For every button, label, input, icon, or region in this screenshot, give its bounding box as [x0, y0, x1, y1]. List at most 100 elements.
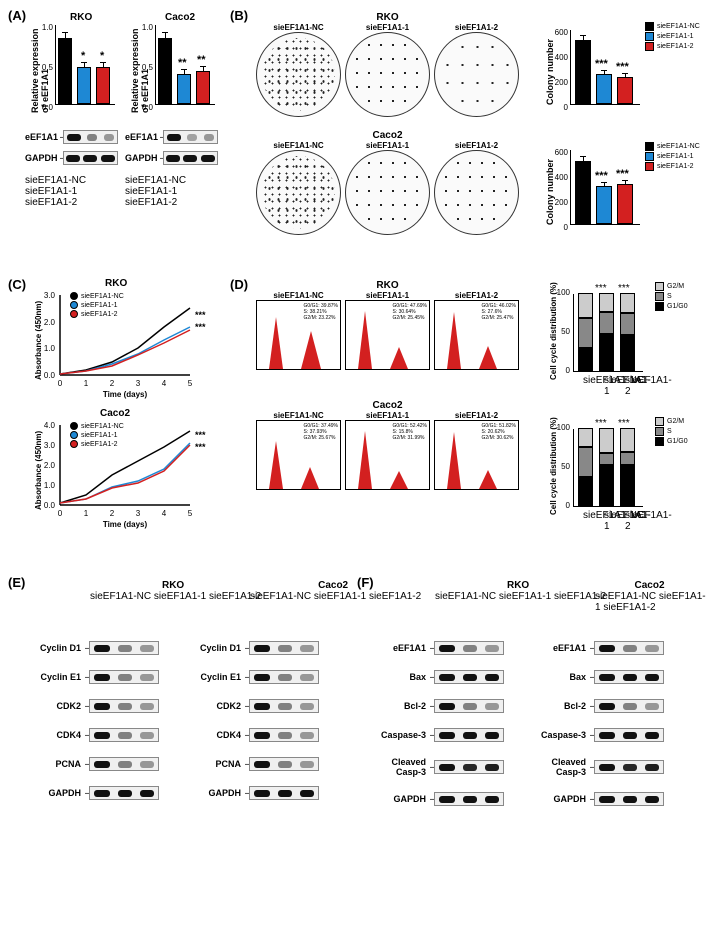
blot-band: [249, 757, 319, 771]
bar-si1: [596, 74, 612, 104]
blot-band: [89, 757, 159, 771]
legend-label: sieEF1A1-1: [81, 302, 118, 309]
ytick: 0.0: [28, 103, 53, 112]
title: Caco2: [255, 400, 520, 411]
bar-nc: [575, 161, 591, 224]
blot-band: [434, 728, 504, 742]
blot-band: [89, 699, 159, 713]
plate-label: sieEF1A1-NC: [255, 23, 342, 32]
blot-band: [249, 728, 319, 742]
xlab: sieEF1A1-NC: [90, 591, 151, 602]
blot-band: [434, 699, 504, 713]
xlab: sieEF1A1-1: [314, 591, 366, 602]
blot-label: eEF1A1: [125, 132, 160, 142]
blot-label: Cyclin D1: [195, 643, 245, 653]
bar-si1: [177, 74, 191, 104]
blot-band: [249, 786, 319, 800]
blot-band: [89, 728, 159, 742]
blot-row: Cleaved Casp-3–: [540, 757, 709, 777]
panelA-caco2-blot: eEF1A1– GAPDH– sieEF1A1-NC sieEF1A1-1 si…: [125, 130, 220, 220]
blot-band: [594, 641, 664, 655]
blot-band: [434, 641, 504, 655]
flow-histogram: G0/G1: 37.49%S: 37.93%G2/M: 25.67%: [256, 420, 341, 490]
flow-label: sieEF1A1-NC: [255, 291, 342, 300]
blot-label: GAPDH: [35, 788, 85, 798]
flow-histogram: G0/G1: 39.87%S: 38.21%G2/M: 23.22%: [256, 300, 341, 370]
blot-band: [249, 699, 319, 713]
title: Caco2: [255, 130, 520, 141]
blot-band: [434, 760, 504, 774]
title: Caco2: [590, 580, 709, 591]
panelB-caco2-bar: Colony number 0 200 400 600 *** ***: [540, 140, 650, 240]
blot-label: GAPDH: [380, 794, 430, 804]
flow-histogram: G0/G1: 46.02%S: 27.6%G2/M: 25.47%: [434, 300, 519, 370]
svg-text:3.0: 3.0: [44, 441, 56, 450]
title: RKO: [255, 280, 520, 291]
blot-label: GAPDH: [25, 153, 60, 163]
svg-text:1.0: 1.0: [44, 344, 56, 353]
ytick: 0.0: [128, 103, 153, 112]
val: 37.49: [321, 423, 334, 429]
legend-label: G2/M: [667, 283, 684, 290]
val: 25.47: [497, 315, 510, 321]
panelD-caco2-stack: Cell cycle distribution (%) 0 50 100 ***…: [545, 415, 655, 530]
legend-label: sieEF1A1-NC: [81, 423, 124, 430]
ytick: 200: [543, 78, 568, 87]
svg-text:0: 0: [58, 379, 63, 388]
ytick: 600: [543, 148, 568, 157]
legend-b-rko: sieEF1A1-NC sieEF1A1-1 sieEF1A1-2: [645, 22, 700, 52]
panel-label-f: (F): [357, 575, 374, 590]
xlab: sieEF1A1-2: [125, 197, 177, 208]
flow-histogram: G0/G1: 47.69%S: 30.64%G2/M: 25.45%: [345, 300, 430, 370]
star: *: [100, 50, 104, 62]
xlab: sieEF1A1-NC: [435, 591, 496, 602]
svg-text:Time (days): Time (days): [103, 520, 148, 529]
panel-label-e: (E): [8, 575, 25, 590]
ytick: 1.0: [128, 23, 153, 32]
ytick: 400: [543, 173, 568, 182]
legend-label: sieEF1A1-2: [81, 311, 118, 318]
bar-nc: [158, 38, 172, 104]
star: ***: [595, 283, 607, 294]
plate-label: sieEF1A1-2: [433, 141, 520, 150]
colony-plate: [256, 32, 341, 117]
val: 25.45: [408, 315, 421, 321]
ytick: 600: [543, 28, 568, 37]
panelD-rko-stack: Cell cycle distribution (%) 0 50 100 ***…: [545, 280, 655, 395]
blot-label: CDK2: [195, 701, 245, 711]
xlab: sieEF1A1-2: [625, 375, 672, 397]
legend-label: G2/M: [667, 418, 684, 425]
colony-plate: [345, 32, 430, 117]
panel-label-d: (D): [230, 277, 248, 292]
title: RKO: [255, 12, 520, 23]
blot-label: CDK4: [195, 730, 245, 740]
svg-text:4.0: 4.0: [44, 421, 56, 430]
blot-label: GAPDH: [195, 788, 245, 798]
blot-label: Bax: [540, 672, 590, 682]
star: ***: [595, 170, 608, 182]
blot-row: Caspase-3–: [540, 728, 709, 742]
flow-label: sieEF1A1-1: [344, 411, 431, 420]
blot-band: [89, 641, 159, 655]
legend-c-rko: sieEF1A1-NC sieEF1A1-1 sieEF1A1-2: [70, 292, 124, 319]
bar-si1: [596, 186, 612, 224]
ytick: 0: [543, 103, 568, 112]
blot-label: PCNA: [35, 759, 85, 769]
blot-label: PCNA: [195, 759, 245, 769]
val: 52.42: [410, 423, 423, 429]
ylabel: Colony number: [545, 159, 555, 225]
legend-label: sieEF1A1-2: [657, 43, 694, 50]
svg-text:1.0: 1.0: [44, 481, 56, 490]
svg-text:5: 5: [188, 509, 193, 518]
ytick: 400: [543, 53, 568, 62]
bar-si2: [96, 67, 110, 104]
panelC-caco2: Caco2 Absorbance (450nm) 0.0 1.0 2.0 3.0…: [30, 410, 210, 530]
blot-label: Cyclin E1: [35, 672, 85, 682]
blot-label: Caspase-3: [380, 730, 430, 740]
svg-text:Time (days): Time (days): [103, 390, 148, 399]
legend-label: sieEF1A1-NC: [81, 293, 124, 300]
legend-label: sieEF1A1-1: [81, 432, 118, 439]
legend-label: S: [667, 293, 672, 300]
blot-label: Cleaved Casp-3: [540, 757, 590, 777]
star: ***: [616, 168, 629, 180]
